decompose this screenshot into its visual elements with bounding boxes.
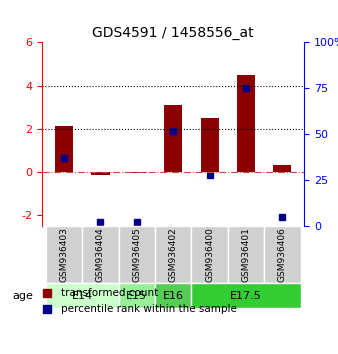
Text: E15: E15	[126, 291, 147, 301]
Title: GDS4591 / 1458556_at: GDS4591 / 1458556_at	[92, 26, 254, 40]
Text: E17.5: E17.5	[230, 291, 262, 301]
FancyBboxPatch shape	[46, 226, 82, 284]
Bar	[273, 165, 291, 172]
Text: GSM936404: GSM936404	[96, 227, 105, 282]
Text: GSM936400: GSM936400	[205, 227, 214, 282]
Text: GSM936406: GSM936406	[278, 227, 287, 282]
Text: GSM936403: GSM936403	[59, 227, 69, 282]
Text: GSM936401: GSM936401	[241, 227, 250, 282]
Text: GSM936405: GSM936405	[132, 227, 141, 282]
Bar	[164, 105, 182, 172]
FancyBboxPatch shape	[155, 284, 191, 308]
FancyBboxPatch shape	[46, 284, 119, 308]
Text: transformed count: transformed count	[61, 288, 158, 298]
FancyBboxPatch shape	[155, 226, 191, 284]
FancyBboxPatch shape	[191, 226, 228, 284]
Text: E14: E14	[72, 291, 93, 301]
FancyBboxPatch shape	[119, 226, 155, 284]
Text: E16: E16	[163, 291, 184, 301]
FancyBboxPatch shape	[191, 284, 300, 308]
Bar	[55, 126, 73, 172]
FancyBboxPatch shape	[228, 226, 264, 284]
Text: percentile rank within the sample: percentile rank within the sample	[61, 304, 237, 314]
FancyBboxPatch shape	[264, 226, 300, 284]
Text: GSM936402: GSM936402	[169, 227, 178, 282]
Bar	[128, 172, 146, 173]
Bar	[91, 172, 110, 175]
Text: age: age	[12, 291, 33, 301]
Bar	[237, 75, 255, 172]
Bar	[200, 118, 219, 172]
FancyBboxPatch shape	[119, 284, 155, 308]
FancyBboxPatch shape	[82, 226, 119, 284]
